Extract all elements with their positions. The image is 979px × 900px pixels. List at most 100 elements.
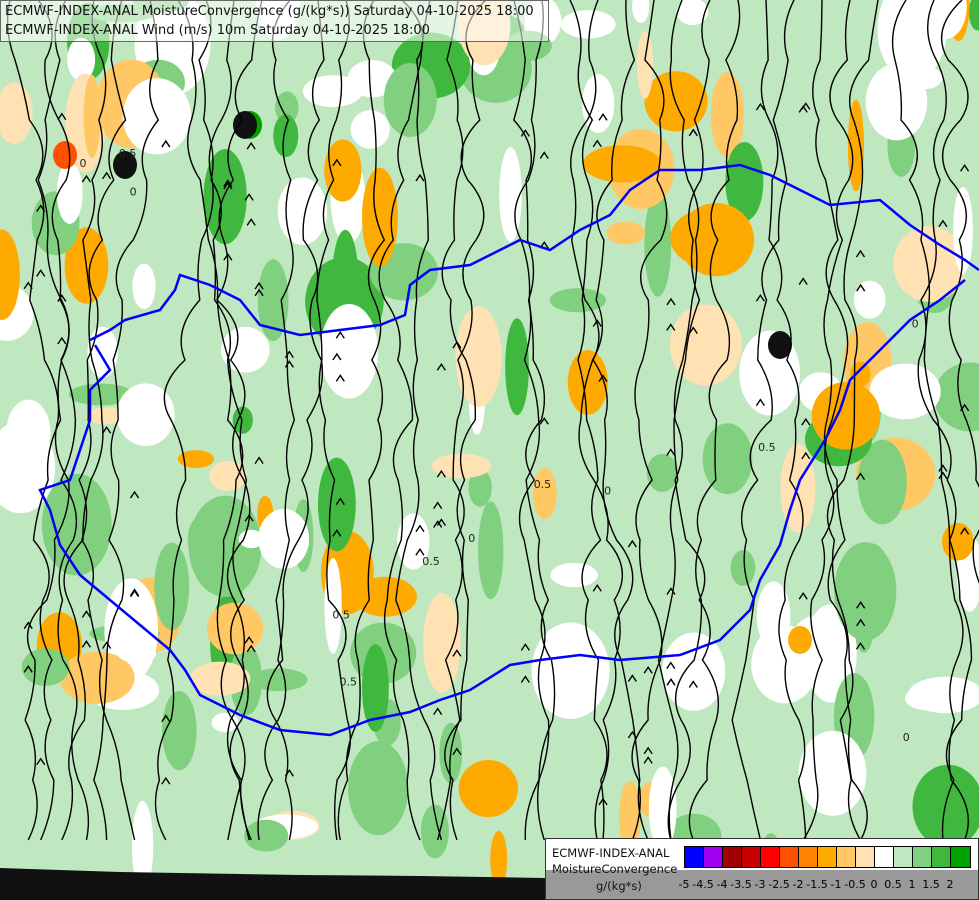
- contour-label: 0.5: [332, 608, 350, 621]
- convergence-patch: [531, 622, 610, 719]
- wind-arrow-icon: [452, 649, 462, 657]
- convergence-patch: [189, 661, 251, 696]
- convergence-patch: [499, 147, 522, 242]
- legend-tick-label: -4.5: [692, 878, 714, 891]
- convergence-patch: [670, 208, 750, 268]
- convergence-patch: [636, 30, 654, 99]
- wind-arrow-icon: [415, 548, 425, 556]
- convergence-patch: [67, 37, 96, 82]
- streamline: [6, 0, 70, 841]
- wind-arrow-icon: [643, 746, 653, 755]
- wind-arrow-icon: [666, 661, 676, 669]
- wind-arrow-icon: [57, 336, 67, 345]
- contour-label: 0: [468, 532, 475, 545]
- legend-swatch: [875, 847, 894, 867]
- convergence-patch: [361, 644, 389, 732]
- streamline: [657, 0, 711, 841]
- wind-arrow-icon: [938, 471, 948, 480]
- streamline: [37, 0, 90, 841]
- convergence-patch: [320, 303, 379, 399]
- streamline: [569, 0, 608, 841]
- convergence-patch: [730, 549, 756, 587]
- contour-label: 0.5: [758, 441, 776, 454]
- streamline: [917, 0, 973, 841]
- convergence-patch: [853, 280, 886, 319]
- wind-arrow-icon: [520, 675, 530, 683]
- convergence-patch: [362, 167, 398, 267]
- wind-arrow-icon: [81, 174, 92, 183]
- legend-swatch: [818, 847, 837, 867]
- convergence-patch: [941, 522, 974, 561]
- convergence-patch: [662, 632, 726, 711]
- convergence-patch: [768, 331, 792, 359]
- convergence-patch: [798, 730, 867, 816]
- convergence-patch: [161, 690, 197, 771]
- wind-arrow-icon: [520, 643, 530, 651]
- convergence-patch: [324, 139, 362, 202]
- convergence-patch: [550, 562, 598, 588]
- convergence-patch: [702, 423, 753, 495]
- wind-arrow-icon: [598, 113, 608, 121]
- convergence-patch: [632, 0, 650, 23]
- wind-arrow-icon: [433, 520, 443, 528]
- convergence-patch: [0, 229, 20, 321]
- legend-swatch: [704, 847, 723, 867]
- wind-arrow-icon: [801, 417, 811, 426]
- wind-arrow-icon: [855, 249, 866, 258]
- convergence-patch: [676, 0, 709, 26]
- streamline: [337, 0, 386, 841]
- convergence-patch: [113, 151, 137, 179]
- convergence-patch: [206, 602, 264, 655]
- convergence-patch: [953, 186, 973, 274]
- convergence-patch: [258, 508, 310, 569]
- legend-tick-label: -3: [754, 878, 766, 891]
- contour-labels: 0.5 0 0.5 0 0.5 0 0.5 0 0.5 0 0.5 0: [80, 147, 919, 744]
- streamline: [731, 0, 795, 841]
- legend-swatch: [913, 847, 932, 867]
- wind-arrow-icon: [129, 588, 140, 597]
- convergence-patch: [238, 529, 264, 549]
- convergence-patch: [187, 517, 212, 562]
- convergence-patch: [567, 350, 608, 415]
- convergence-patch: [233, 111, 257, 139]
- legend-tick-label: -4: [716, 878, 728, 891]
- contour-label: 0: [912, 317, 919, 330]
- convergence-patch: [257, 259, 289, 342]
- legend-tick-label: -1.5: [806, 878, 828, 891]
- legend-tick-label: 1.5: [922, 878, 940, 891]
- legend-model: ECMWF-INDEX-ANAL: [552, 846, 670, 860]
- wind-arrow-icon: [938, 219, 948, 228]
- wind-arrow-icon: [592, 583, 602, 592]
- streamline: [378, 0, 431, 841]
- convergence-patch: [209, 461, 247, 491]
- streamline: [578, 0, 636, 841]
- wind-arrow-icon: [254, 281, 264, 290]
- contour-label: 0.5: [534, 478, 552, 491]
- wind-arrow-icon: [960, 527, 970, 535]
- wind-arrow-icon: [856, 618, 866, 627]
- convergence-patch: [177, 450, 214, 469]
- wind-arrow-icon: [798, 277, 808, 286]
- wind-arrow-icon: [855, 472, 866, 480]
- wind-arrow-icon: [856, 600, 866, 609]
- wind-arrow-icon: [36, 757, 46, 766]
- wind-arrow-icon: [436, 469, 446, 478]
- convergence-patch: [221, 326, 270, 373]
- legend-swatch: [951, 847, 970, 867]
- wind-arrow-icon: [855, 641, 866, 650]
- convergence-patch: [455, 306, 502, 408]
- contour-label: 0: [604, 484, 611, 497]
- legend-tick-label: -1: [830, 878, 842, 891]
- convergence-patch: [968, 0, 979, 31]
- convergence-patch: [532, 467, 557, 519]
- wind-arrow-icon: [666, 448, 676, 456]
- convergence-patch: [350, 110, 390, 149]
- contour-label: 0.5: [422, 555, 440, 568]
- legend-swatch: [837, 847, 856, 867]
- streamline: [78, 0, 136, 841]
- wind-arrow-icon: [246, 218, 256, 226]
- wind-arrow-icon: [598, 797, 608, 806]
- convergence-patch: [423, 592, 461, 693]
- wind-arrow-icon: [161, 714, 171, 723]
- wind-arrow-icon: [332, 158, 342, 167]
